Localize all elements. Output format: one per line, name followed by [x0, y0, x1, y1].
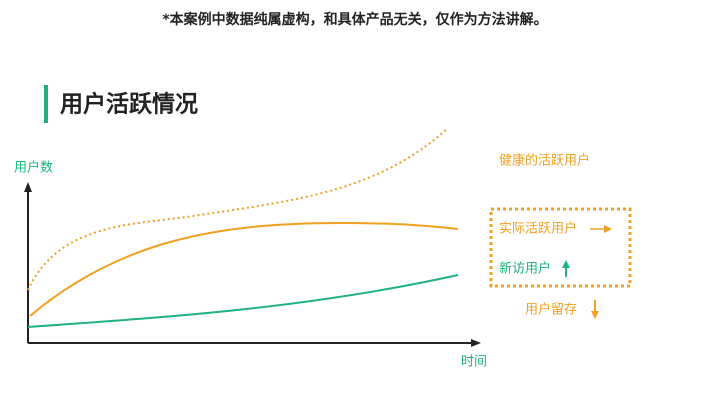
healthy-label: 健康的活跃用户	[499, 153, 590, 169]
x-axis-label: 时间	[461, 355, 487, 370]
retention-label: 用户留存	[525, 302, 577, 318]
disclaimer: *本案例中数据纯属虚构，和具体产品无关，仅作为方法讲解。	[162, 11, 547, 28]
actual-curve	[29, 221, 459, 317]
title: 用户活跃情况	[60, 91, 198, 118]
title-bar	[44, 85, 48, 123]
healthy-curve	[27, 127, 449, 291]
actual-label: 实际活跃用户	[499, 221, 577, 237]
down-arrow-head	[591, 311, 599, 319]
new-label: 新访用户	[499, 261, 551, 277]
up-arrow-head	[562, 260, 570, 268]
new-curve	[27, 274, 459, 328]
right-arrow-head	[604, 225, 612, 233]
y-arrow	[24, 182, 32, 192]
y-axis-label: 用户数	[14, 160, 53, 176]
x-arrow	[471, 339, 481, 347]
